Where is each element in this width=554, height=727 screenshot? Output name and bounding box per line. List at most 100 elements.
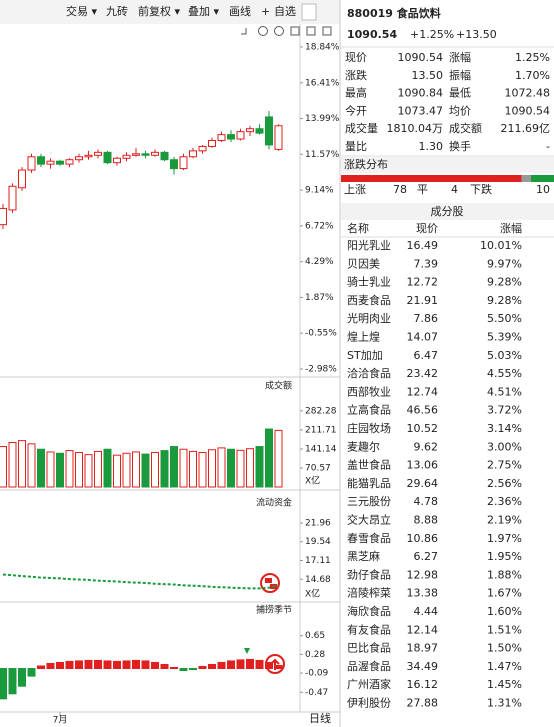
toolbar-button[interactable]: 自选 (274, 5, 296, 18)
cell-value[interactable]: 14.07 (407, 331, 439, 344)
cell-value[interactable]: 3.00% (487, 440, 522, 453)
cell-value[interactable]: 12.72 (407, 276, 439, 289)
stock-name[interactable]: 黑芝麻 (347, 549, 380, 563)
stock-name[interactable]: 煌上煌 (347, 331, 380, 344)
cell-value[interactable]: 18.97 (407, 642, 439, 655)
toolbar-button[interactable]: 叠加 ▾ (188, 5, 219, 18)
cell-value[interactable]: 10.01% (480, 239, 522, 252)
cell-value[interactable]: 13.06 (407, 459, 439, 472)
cell-value[interactable]: 10.52 (407, 422, 439, 435)
cell-value[interactable]: 9.28% (487, 276, 522, 289)
cell-value[interactable]: 4.55% (487, 367, 522, 380)
cell-value[interactable]: 1.88% (487, 568, 522, 581)
cell-value[interactable]: 29.64 (407, 477, 439, 490)
stock-name[interactable]: 盖世食品 (347, 458, 391, 472)
stock-name[interactable]: 三元股份 (347, 495, 391, 508)
icon[interactable] (306, 26, 316, 36)
cell-value[interactable]: 3.72% (487, 404, 522, 417)
stock-name[interactable]: 贝因美 (347, 257, 380, 270)
cell-value[interactable]: 1.60% (487, 605, 522, 618)
cell-value[interactable]: 9.97% (487, 257, 522, 270)
cell-value[interactable]: 4.78 (414, 495, 439, 508)
stock-name[interactable]: 巴比食品 (347, 641, 391, 655)
cell-value[interactable]: 1.51% (487, 623, 522, 636)
cell-value[interactable]: 34.49 (407, 660, 439, 673)
cell-value[interactable]: 21.91 (407, 294, 439, 307)
add-icon[interactable]: + (261, 5, 270, 18)
cell-value[interactable]: 13.38 (407, 587, 439, 600)
cell-value[interactable]: 3.14% (487, 422, 522, 435)
stock-name[interactable]: 洽洽食品 (347, 366, 391, 380)
cell-value[interactable]: 2.56% (487, 477, 522, 490)
toolbar-button[interactable]: 画线 (229, 4, 251, 18)
toolbar-bg (0, 0, 340, 24)
cell-value[interactable]: 9.62 (414, 440, 439, 453)
chart-icons[interactable] (241, 26, 332, 36)
cell-value[interactable]: 27.88 (407, 697, 439, 710)
toolbar-button[interactable]: 九砖 (106, 4, 128, 18)
cell-value[interactable]: 12.74 (407, 385, 439, 398)
cell-value[interactable]: 1.97% (487, 532, 522, 545)
cell-value[interactable]: 1.31% (487, 697, 522, 710)
cell-value[interactable]: 4.44 (414, 605, 439, 618)
cell-value[interactable]: 6.27 (414, 550, 439, 563)
cell-value[interactable]: 2.19% (487, 514, 522, 527)
cell-value[interactable]: 5.39% (487, 331, 522, 344)
stock-name[interactable]: 有友食品 (347, 622, 391, 636)
dropdown[interactable] (301, 3, 317, 21)
stock-name[interactable]: 庄园牧场 (347, 421, 391, 435)
cell-value[interactable]: 1.45% (487, 678, 522, 691)
cell-value[interactable]: 9.28% (487, 294, 522, 307)
stock-name[interactable]: 骑士乳业 (347, 276, 391, 289)
cell-value[interactable]: 5.03% (487, 349, 522, 362)
stock-name[interactable]: 伊利股份 (347, 697, 391, 710)
panel-title: 成交额 (265, 380, 292, 392)
cell-value[interactable]: 7.86 (414, 312, 439, 325)
cell-value[interactable]: 8.88 (414, 514, 439, 527)
cell-value[interactable]: 16.12 (407, 678, 439, 691)
stock-name[interactable]: 光明肉业 (347, 311, 391, 325)
stock-name[interactable]: 麦趣尔 (347, 439, 380, 453)
stock-name[interactable]: 交大昂立 (347, 513, 391, 527)
cell-value[interactable]: 1.50% (487, 642, 522, 655)
price: 1090.54 (347, 28, 397, 41)
icon[interactable] (290, 26, 300, 36)
dist-count: 78 (393, 183, 407, 196)
stock-name[interactable]: 涪陵榨菜 (347, 586, 391, 600)
stat-label: 成交额 (449, 121, 482, 135)
cell-value[interactable]: 23.42 (407, 367, 439, 380)
stock-name[interactable]: 广州酒家 (347, 677, 391, 691)
cell-value[interactable]: 2.75% (487, 459, 522, 472)
icon[interactable] (322, 26, 332, 36)
cell-value[interactable]: 1.95% (487, 550, 522, 563)
cell-value[interactable]: 12.98 (407, 568, 439, 581)
stock-name[interactable]: 海欣食品 (347, 604, 391, 618)
cell-value[interactable]: 2.36% (487, 495, 522, 508)
cell-value[interactable]: 46.56 (407, 404, 439, 417)
stock-name[interactable]: 能猫乳品 (347, 476, 391, 490)
cell-value[interactable]: 4.51% (487, 385, 522, 398)
stock-name[interactable]: 西麦食品 (347, 293, 391, 307)
period[interactable]: 日线 (309, 711, 331, 725)
cell-value[interactable]: 1.67% (487, 587, 522, 600)
cell-value[interactable]: 6.47 (414, 349, 439, 362)
cell-value[interactable]: 1.47% (487, 660, 522, 673)
cell-value[interactable]: 10.86 (407, 532, 439, 545)
icon[interactable] (241, 28, 247, 35)
icon[interactable] (274, 26, 284, 36)
stock-name[interactable]: 西部牧业 (347, 384, 391, 398)
toolbar-button[interactable]: 交易 ▾ (66, 4, 97, 18)
cell-value[interactable]: 16.49 (407, 239, 439, 252)
stock-name[interactable]: 品渥食品 (347, 659, 391, 673)
cell-value[interactable]: 7.39 (414, 257, 439, 270)
stock-name[interactable]: 阳光乳业 (347, 238, 391, 252)
stock-name[interactable]: ST加加 (347, 349, 383, 362)
stock-name[interactable]: 立高食品 (347, 403, 391, 417)
cell-value[interactable]: 5.50% (487, 312, 522, 325)
stock-name[interactable]: 春雪食品 (347, 531, 391, 545)
toolbar-button[interactable]: 前复权 ▾ (138, 4, 180, 18)
stock-name[interactable]: 劲仔食品 (347, 567, 391, 581)
cell-value[interactable]: 12.14 (407, 623, 439, 636)
bar (265, 661, 273, 670)
icon[interactable] (258, 26, 268, 36)
